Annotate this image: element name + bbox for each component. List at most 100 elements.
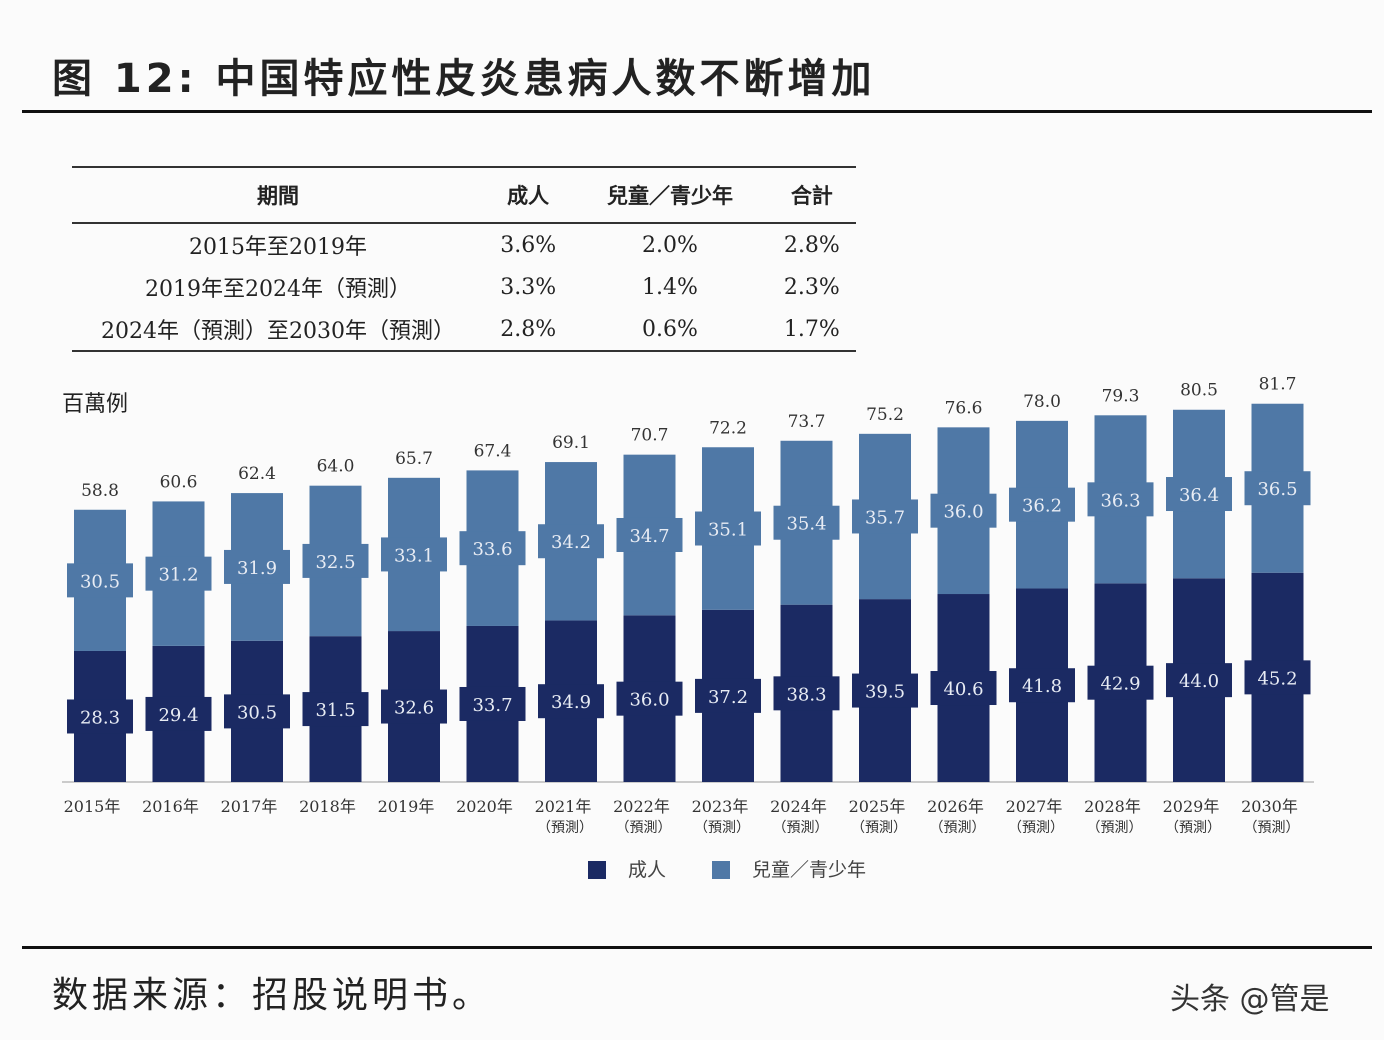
x-tick-sublabel: （預測） (1244, 820, 1300, 836)
total-label: 76.6 (945, 398, 983, 418)
x-tick-sublabel: （預測） (537, 820, 593, 836)
data-label-box (538, 684, 604, 719)
data-label-box (302, 543, 369, 578)
x-tick-label: 2029年 (1163, 797, 1220, 816)
total-label: 75.2 (866, 405, 904, 425)
data-label-box (381, 537, 447, 572)
table-cell: 1.4% (642, 274, 698, 300)
data-label-box (302, 692, 369, 727)
legend-label: 兒童／青少年 (752, 859, 866, 881)
x-tick-sublabel: （預測） (616, 820, 672, 836)
x-tick-sublabel: （預測） (930, 820, 986, 836)
data-label-box (1087, 665, 1154, 700)
source-note: 数据来源：招股说明书。 (52, 975, 493, 1016)
x-tick-sublabel: （預測） (1008, 820, 1064, 836)
total-label: 60.6 (160, 472, 198, 492)
x-tick-label: 2018年 (299, 797, 356, 816)
data-label: 36.4 (1179, 485, 1219, 506)
data-label-box (459, 531, 526, 566)
data-label-box (773, 676, 840, 711)
total-label: 81.7 (1259, 375, 1297, 395)
data-label: 33.7 (472, 695, 512, 716)
data-label-box (1087, 482, 1154, 517)
data-label: 29.4 (158, 705, 198, 726)
top-rule (22, 110, 1372, 113)
total-label: 62.4 (238, 464, 276, 484)
x-tick-label: 2019年 (378, 797, 435, 816)
data-label: 30.5 (237, 702, 277, 723)
table-header: 合計 (790, 184, 833, 208)
x-tick-sublabel: （預測） (694, 820, 750, 836)
table-header: 期間 (257, 184, 299, 208)
data-label-box (145, 696, 212, 731)
data-label-box (1009, 668, 1075, 703)
table-row: 2015年至2019年 3.6% 2.0% 2.8% (72, 223, 856, 266)
data-label: 39.5 (865, 682, 905, 703)
data-label: 36.0 (943, 502, 983, 523)
watermark: 头条 @管是 (1170, 982, 1330, 1017)
data-label-box (852, 673, 918, 708)
table-cell: 2015年至2019年 (189, 235, 367, 260)
data-label: 40.6 (943, 679, 983, 700)
data-label: 36.2 (1022, 496, 1062, 517)
data-label: 32.5 (315, 552, 355, 573)
table-header: 成人 (507, 184, 550, 208)
table-cell: 2.8% (783, 232, 840, 258)
total-label: 78.0 (1023, 392, 1061, 412)
data-label-box (67, 699, 133, 734)
x-tick-label: 2022年 (613, 797, 670, 816)
data-label-box (773, 505, 840, 540)
data-label-box (224, 549, 290, 584)
data-label: 38.3 (786, 684, 826, 705)
data-label: 45.2 (1257, 668, 1297, 689)
data-label: 31.5 (315, 700, 355, 721)
table-row: 2024年（預測）至2030年（預測） 2.8% 0.6% 1.7% (72, 308, 856, 351)
table-cell: 1.7% (783, 316, 840, 342)
data-label-box (145, 556, 212, 591)
x-tick-sublabel: （預測） (1165, 820, 1221, 836)
data-label-box (852, 499, 918, 534)
data-label: 36.3 (1100, 490, 1140, 511)
x-tick-label: 2025年 (849, 797, 906, 816)
data-label-box (1009, 487, 1075, 522)
bottom-rule (22, 946, 1372, 949)
data-label: 37.2 (708, 687, 748, 708)
total-label: 69.1 (552, 433, 590, 453)
legend-swatch (588, 861, 606, 879)
data-label: 36.5 (1257, 479, 1297, 500)
x-tick-label: 2016年 (142, 797, 199, 816)
legend-swatch (712, 861, 730, 879)
x-tick-label: 2021年 (535, 797, 592, 816)
table-cell: 3.6% (500, 232, 557, 258)
x-tick-label: 2030年 (1241, 797, 1298, 816)
growth-table: 期間 成人 兒童／青少年 合計 2015年至2019年 3.6% 2.0% 2.8% 2019… (72, 166, 856, 352)
data-label: 44.0 (1179, 671, 1219, 692)
data-label: 42.9 (1100, 674, 1140, 695)
data-label-box (224, 694, 290, 729)
data-label: 34.9 (551, 692, 591, 713)
data-label: 31.9 (237, 558, 277, 579)
total-label: 72.2 (709, 418, 747, 438)
total-label: 70.7 (631, 426, 669, 446)
total-label: 80.5 (1180, 381, 1218, 401)
total-label: 65.7 (395, 449, 433, 469)
total-label: 73.7 (788, 412, 826, 432)
data-label: 35.7 (865, 507, 905, 528)
legend-label: 成人 (628, 859, 666, 881)
table-cell: 2019年至2024年（預測） (145, 277, 411, 302)
table-cell: 0.6% (642, 316, 698, 342)
x-tick-label: 2028年 (1084, 797, 1141, 816)
data-label-box (1166, 663, 1232, 698)
table-cell: 2024年（預測）至2030年（預測） (101, 319, 455, 344)
data-label-box (930, 671, 997, 706)
table-cell: 2.0% (642, 232, 698, 258)
data-label-box (616, 517, 683, 552)
total-label: 58.8 (81, 481, 119, 501)
data-label: 35.4 (786, 514, 826, 535)
data-label: 31.2 (158, 565, 198, 586)
data-label: 30.5 (80, 571, 120, 592)
x-tick-sublabel: （預測） (1087, 820, 1143, 836)
x-tick-label: 2026年 (927, 797, 984, 816)
